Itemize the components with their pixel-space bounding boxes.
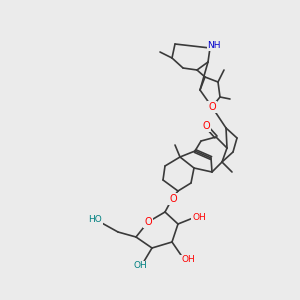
Text: O: O — [169, 194, 177, 204]
Text: O: O — [202, 121, 210, 131]
Text: NH: NH — [207, 41, 221, 50]
Text: OH: OH — [133, 262, 147, 271]
Text: HO: HO — [88, 215, 102, 224]
Text: OH: OH — [181, 256, 195, 265]
Text: OH: OH — [192, 212, 206, 221]
Text: O: O — [144, 217, 152, 227]
Text: O: O — [208, 102, 216, 112]
